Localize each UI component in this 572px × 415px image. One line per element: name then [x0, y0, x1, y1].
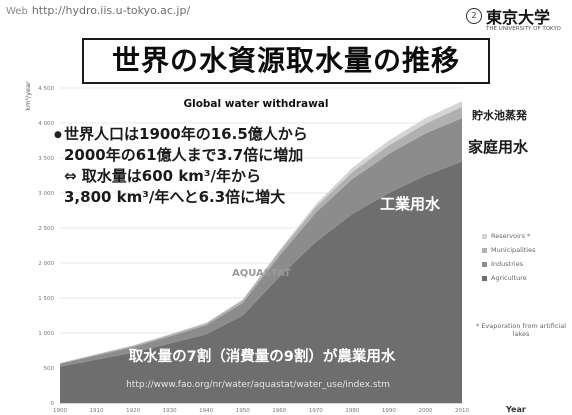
bullet-icon: ●: [54, 130, 62, 140]
industrial-label: 工業用水: [380, 195, 441, 213]
x-tick-label: 2010: [455, 408, 469, 414]
y-tick-label: 2 500: [38, 226, 54, 232]
legend-label: Reservoirs *: [491, 232, 531, 240]
reservoir-label: 貯水池蒸発: [472, 108, 528, 122]
legend-item: Municipalities: [482, 243, 536, 257]
y-tick-label: 500: [44, 366, 55, 372]
legend-label: Industries: [491, 260, 524, 268]
agriculture-note: 取水量の7割（消費量の9割）が農業用水: [129, 347, 396, 365]
source-url: Web http://hydro.iis.u-tokyo.ac.jp/: [6, 2, 190, 20]
web-label: Web: [6, 6, 28, 17]
x-tick-layer: 1900 1910 1920 1930 1940 1950 1960 1970 1980 1990…: [53, 408, 469, 414]
y-tick-label: 4 500: [38, 86, 54, 92]
university-logo: 2 東京大学 THE UNIVERSITY OF TOKYO: [466, 4, 562, 38]
y-tick-label: 1 000: [38, 331, 54, 337]
legend-item: Industries: [482, 257, 536, 271]
domestic-label: 家庭用水: [468, 138, 529, 156]
logo-seal-icon: 2: [466, 8, 482, 24]
x-tick-label: 1980: [345, 408, 359, 414]
aquastat-watermark: AQUASTAT: [232, 268, 291, 279]
x-tick-label: 1950: [236, 408, 250, 414]
x-tick-label: 1920: [126, 408, 140, 414]
source-footer: http://www.fao.org/nr/water/aquastat/wat…: [126, 380, 390, 390]
legend-swatch: [482, 275, 487, 281]
x-tick-label: 1970: [309, 408, 323, 414]
legend-swatch: [482, 247, 487, 253]
legend-item: Agriculture: [482, 271, 536, 285]
x-tick-label: 1910: [90, 408, 104, 414]
population-line-2: 2000年の61億人まで3.7倍に増加: [64, 146, 303, 164]
logo-subtext: THE UNIVERSITY OF TOKYO: [486, 26, 561, 32]
legend-label: Agriculture: [491, 274, 527, 282]
slide-title: 世界の水資源取水量の推移: [82, 38, 490, 84]
chart-title: Global water withdrawal: [183, 98, 328, 110]
area-industries: [60, 118, 462, 367]
source-url-text: http://hydro.iis.u-tokyo.ac.jp/: [31, 4, 191, 17]
legend-item: Reservoirs *: [482, 229, 536, 243]
y-axis-label: km³/year: [24, 81, 32, 111]
x-tick-label: 1930: [163, 408, 177, 414]
area-agriculture: [60, 161, 462, 403]
x-tick-label: 2000: [418, 408, 432, 414]
y-tick-label: 1 500: [38, 296, 54, 302]
legend-swatch: [482, 233, 487, 239]
y-tick-label: 3 500: [38, 156, 54, 162]
y-tick-layer: 0 500 1 000 1 500 2 000 2 500 3 000 3 500 4 000 4…: [38, 86, 54, 407]
chart-legend: Reservoirs * Municipalities Industries Agri…: [482, 229, 536, 285]
x-tick-label: 1940: [199, 408, 213, 414]
x-tick-label: 1900: [53, 408, 67, 414]
withdrawal-line-2: 3,800 km³/年へと6.3倍に増大: [64, 188, 285, 206]
x-tick-label: 1990: [382, 408, 396, 414]
y-tick-label: 4 000: [38, 121, 54, 127]
y-tick-label: 0: [51, 401, 55, 407]
legend-label: Municipalities: [491, 246, 536, 254]
y-tick-label: 3 000: [38, 191, 54, 197]
x-tick-label: 1960: [272, 408, 286, 414]
logo-text: 東京大学: [486, 8, 551, 27]
population-line-1: 世界人口は1900年の16.5億人から: [64, 125, 308, 143]
y-tick-label: 2 000: [38, 261, 54, 267]
evaporation-footnote: * Evaporation from artificial lakes: [476, 322, 566, 338]
area-layer: [60, 101, 462, 403]
area-municipalities: [60, 106, 462, 364]
withdrawal-line-1: ⇔ 取水量は600 km³/年から: [64, 167, 261, 185]
legend-swatch: [482, 261, 487, 267]
x-axis-label: Year: [505, 405, 526, 414]
